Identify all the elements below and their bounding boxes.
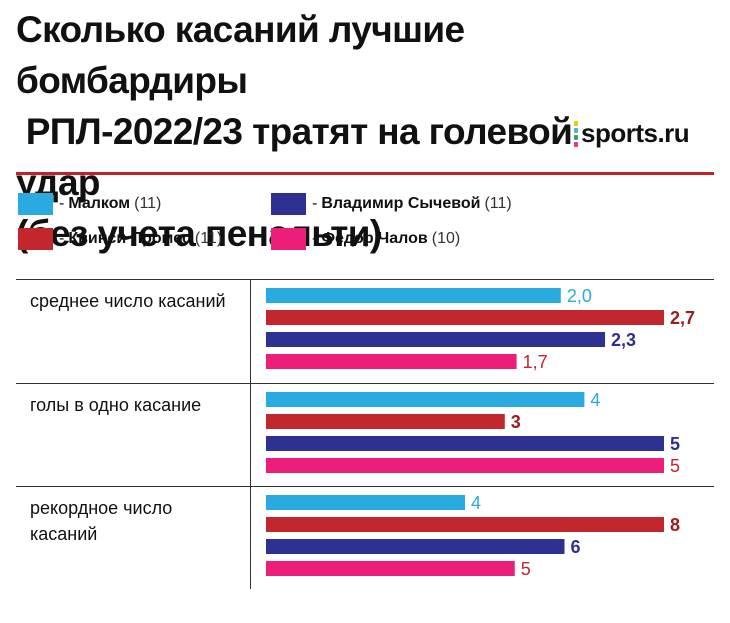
sports-ru-logo: sports.ru <box>574 118 690 149</box>
bar-1-2 <box>266 310 664 325</box>
bar-3-1 <box>266 495 465 510</box>
data-label-1-3: 2,3 <box>611 330 636 350</box>
title-line-1: Сколько касаний лучшие бомбардиры <box>16 9 465 101</box>
data-label-3-2: 8 <box>670 515 680 535</box>
data-label-2-2: 3 <box>511 412 521 432</box>
legend-item-malcom: - Малком (11) <box>18 192 161 216</box>
data-label-2-1: 4 <box>590 390 600 410</box>
group-label-one-touch-goals: голы в одно касание <box>30 395 202 415</box>
bar-2-3 <box>266 436 664 451</box>
legend-count: (11) <box>484 195 512 212</box>
group-separator <box>16 486 714 487</box>
bar-1-4 <box>266 354 517 369</box>
data-label-1-1: 2,0 <box>567 286 592 306</box>
label-column-divider <box>250 279 251 589</box>
legend-item-chalov: - Федор Чалов (10) <box>271 227 460 251</box>
group-separator <box>16 279 714 280</box>
bar-3-2 <box>266 517 664 532</box>
bar-1-3 <box>266 332 606 347</box>
data-label-2-4: 5 <box>670 456 680 476</box>
legend-swatch <box>18 228 53 250</box>
data-label-2-3: 5 <box>670 434 680 454</box>
legend-name: Федор Чалов <box>321 230 428 247</box>
logo-dots-icon <box>574 120 578 148</box>
data-label-3-1: 4 <box>471 493 481 513</box>
bar-2-2 <box>266 414 505 429</box>
chart-title: Сколько касаний лучшие бомбардиры РПЛ-20… <box>16 4 576 259</box>
data-label-3-3: 6 <box>571 537 581 557</box>
logo-dot <box>574 120 578 126</box>
legend-count: (10) <box>431 230 461 247</box>
title-line-3: (без учета пенальти) <box>16 213 382 254</box>
legend-count: (11) <box>194 230 223 247</box>
title-divider <box>16 172 714 175</box>
legend-name: Малком <box>68 195 131 212</box>
bar-3-4 <box>266 561 515 576</box>
legend-swatch <box>271 228 306 250</box>
legend-item-sychevoy: - Владимир Сычевой (11) <box>271 192 512 216</box>
legend-name: Владимир Сычевой <box>321 195 481 212</box>
logo-dot <box>574 127 578 133</box>
legend-swatch <box>18 193 53 215</box>
legend-dash: - <box>59 230 65 247</box>
group-label-record-touches: рекордное число касаний <box>30 498 173 544</box>
data-label-1-2: 2,7 <box>670 308 695 328</box>
legend-count: (11) <box>134 195 162 212</box>
bar-2-1 <box>266 392 585 407</box>
data-label-1-4: 1,7 <box>523 352 548 372</box>
legend-dash: - <box>59 195 65 212</box>
bar-1-1 <box>266 288 561 303</box>
legend-swatch <box>271 193 306 215</box>
logo-dot <box>574 134 578 140</box>
legend-name: Квинси Промес <box>68 230 191 247</box>
group-separator <box>16 383 714 384</box>
legend-dash: - <box>312 195 318 212</box>
group-label-avg-touches: среднее число касаний <box>30 291 226 311</box>
legend-dash: - <box>312 230 318 247</box>
bar-3-3 <box>266 539 565 554</box>
bar-2-4 <box>266 458 664 473</box>
logo-text: sports.ru <box>581 118 690 148</box>
legend-item-promes: - Квинси Промес (11) <box>18 227 222 251</box>
data-label-3-4: 5 <box>521 559 531 579</box>
logo-dot <box>574 141 578 147</box>
